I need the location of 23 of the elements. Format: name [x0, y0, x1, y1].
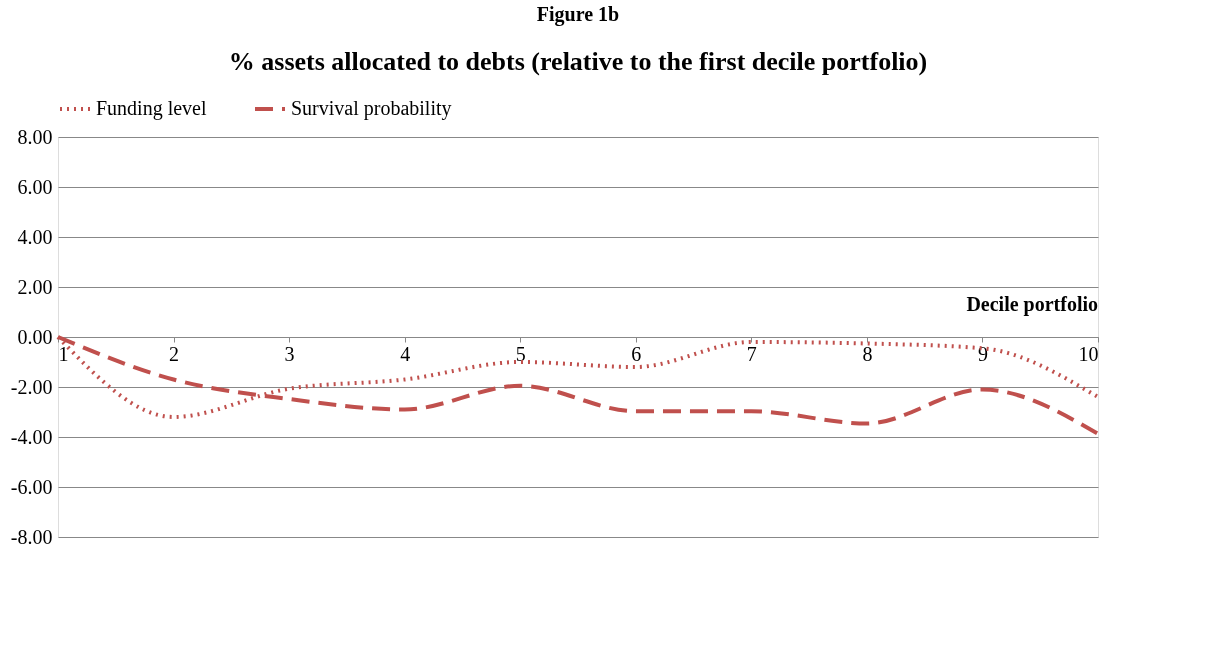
y-tick-label: 8.00 — [17, 125, 53, 148]
y-tick-label: -6.00 — [10, 475, 53, 498]
x-tick-label: 3 — [284, 342, 295, 365]
chart-title: % assets allocated to debts (relative to the first decile portfolio) — [228, 47, 928, 76]
x-tick-label: 9 — [977, 342, 988, 365]
y-tick-label: -8.00 — [10, 525, 53, 548]
y-tick-label: 2.00 — [17, 275, 53, 298]
y-tick-label: -2.00 — [10, 375, 53, 398]
y-tick-label: 4.00 — [17, 225, 53, 248]
legend-label: Survival probability — [291, 97, 452, 120]
x-tick-label: 7 — [746, 342, 757, 365]
y-tick-label: -4.00 — [10, 425, 53, 448]
y-tick-label: 0.00 — [17, 325, 53, 348]
x-tick-label: 1 — [58, 342, 69, 365]
legend-label: Funding level — [96, 97, 207, 120]
x-tick-label: 6 — [631, 342, 642, 365]
x-axis-title: Decile portfolio — [966, 293, 1098, 316]
x-tick-label: 4 — [400, 342, 411, 365]
y-tick-label: 6.00 — [17, 175, 53, 198]
caption: Figure 1b — [536, 3, 620, 26]
x-tick-label: 8 — [862, 342, 873, 365]
x-tick-label: 2 — [169, 342, 180, 365]
x-tick-label: 10 — [1078, 342, 1099, 365]
